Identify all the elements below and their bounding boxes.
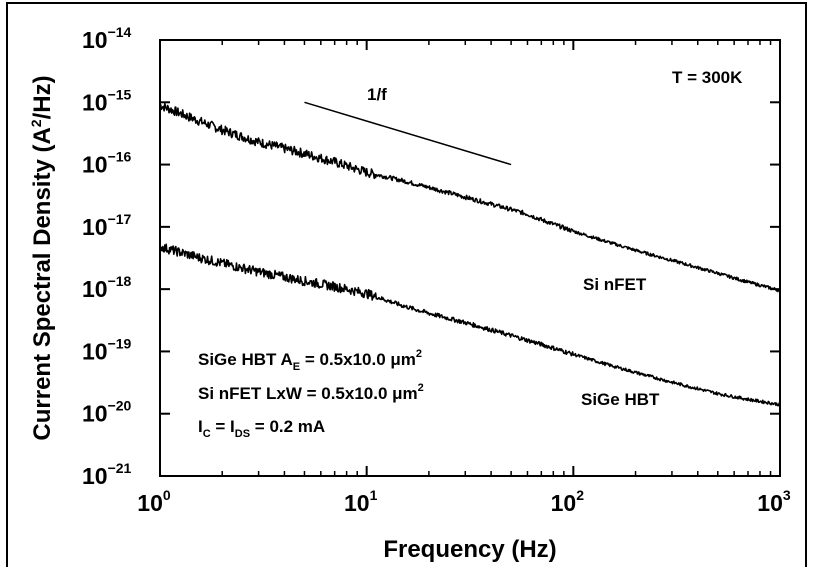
legend-line-nfet-size: Si nFET LxW = 0.5x10.0 μm2 [198,382,424,403]
series-trace-si-nfet [159,102,781,293]
temperature-label: T = 300K [672,68,743,87]
y-tick-label: 10−21 [82,460,132,489]
series-label-nfet: Si nFET [583,275,647,294]
series-label-hbt: SiGe HBT [581,390,660,409]
one-over-f-reference-line [304,101,512,166]
x-tick-label: 103 [757,487,791,516]
legend-line3-sub2: DS [235,428,250,440]
plot-area [159,39,781,477]
x-axis-title: Frequency (Hz) [383,536,556,563]
series-trace-sige-hbt [159,243,781,407]
y-tick-label: 10−18 [82,273,132,302]
legend-line1-sup: 2 [416,348,422,360]
legend-line-hbt-area: SiGe HBT AE = 0.5x10.0 μm2 [198,348,422,373]
legend-line3-b: = I [211,417,235,436]
legend-line2-sup: 2 [418,382,424,394]
legend-line3-a: I [198,417,203,436]
legend-line3-c: = 0.2 mA [250,417,325,436]
legend-line-bias: IC = IDS = 0.2 mA [198,417,325,440]
y-axis-title-sup: 2 [28,119,44,127]
y-axis-title-main: Current Spectral Density (A [29,127,56,440]
x-tick-label: 101 [344,487,378,516]
legend-line3-sub1: C [203,428,211,440]
figure-frame [6,2,807,567]
ticks-layer: 100 101 102 103 10−14 10−15 10−16 10−17 10−18 10−… [82,24,791,516]
y-tick-label: 10−15 [82,86,132,115]
y-tick-label: 10−16 [82,149,132,178]
y-tick-label: 10−20 [82,398,132,427]
x-tick-label: 102 [551,487,585,516]
y-tick-label: 10−14 [82,24,132,53]
series-layer [159,101,781,407]
y-tick-label: 10−17 [82,211,132,240]
legend-line1-b: = 0.5x10.0 μm [300,350,416,369]
slope-label: 1/f [367,85,387,104]
y-tick-label: 10−19 [82,335,132,364]
legend-line1-sub: E [293,361,300,373]
legend-line2-a: Si nFET LxW = 0.5x10.0 μm [198,384,418,403]
y-axis-title: Current Spectral Density (A2/Hz) [28,75,56,440]
legend-line1-a: SiGe HBT A [198,350,293,369]
y-axis-title-end: /Hz) [29,75,56,119]
x-tick-label: 100 [137,487,171,516]
